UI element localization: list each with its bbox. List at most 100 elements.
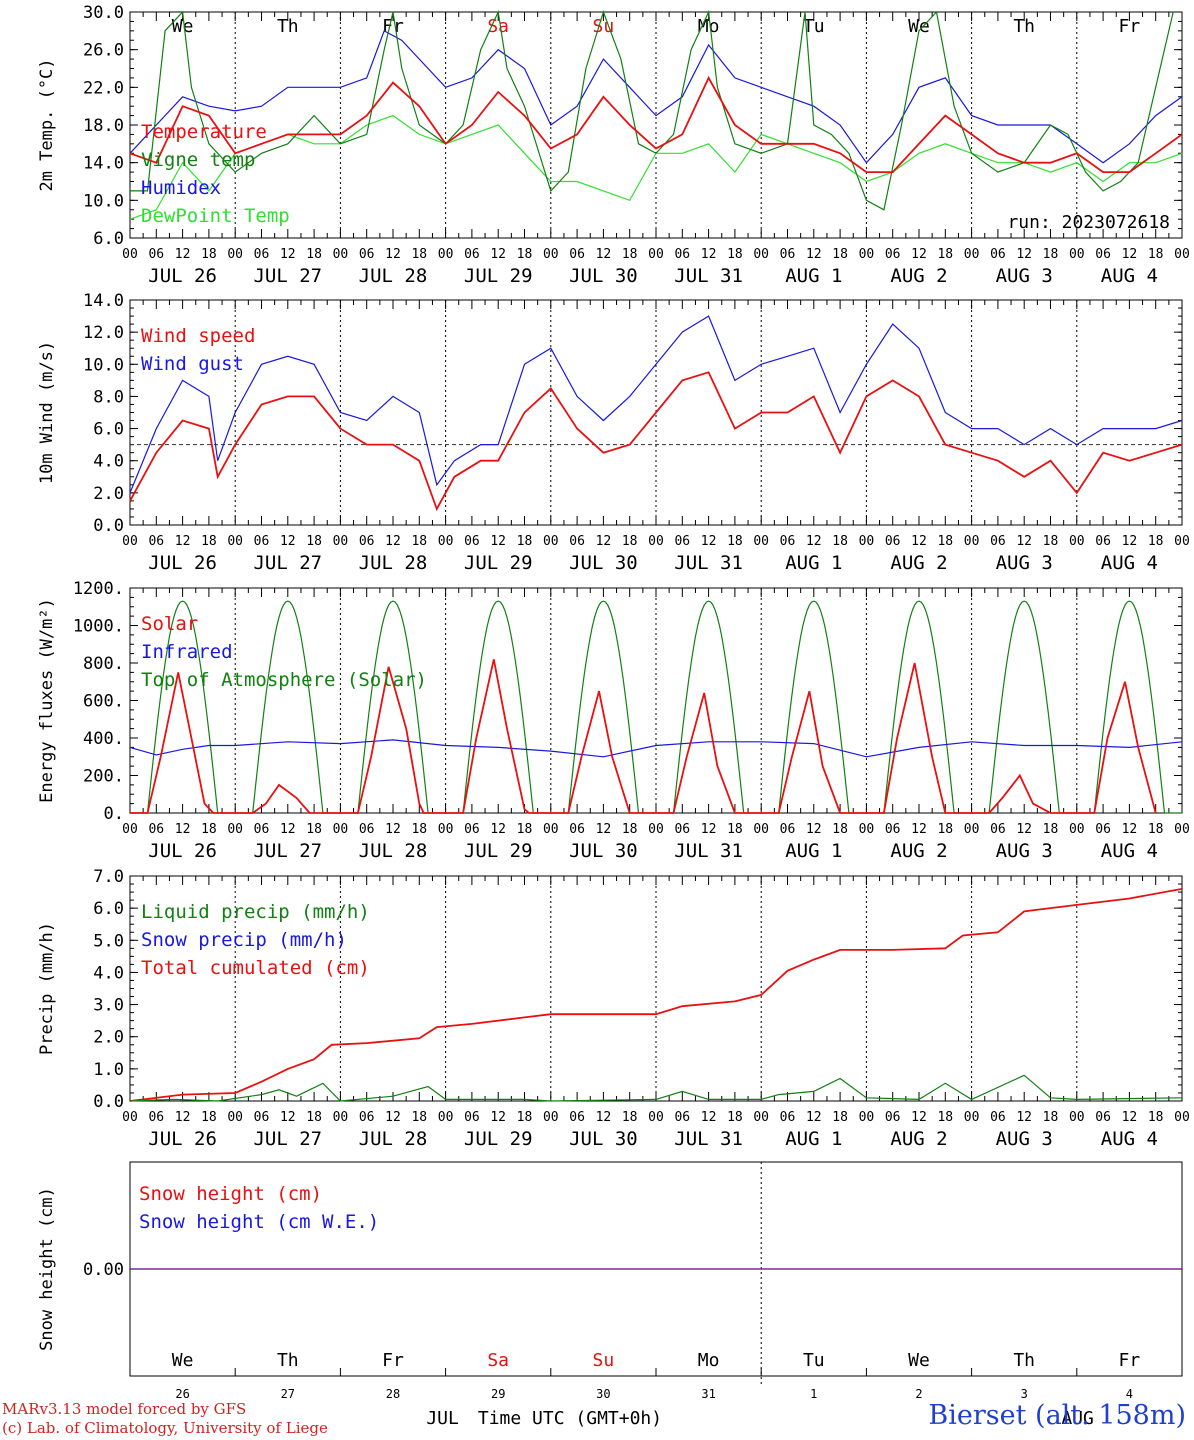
- hour-tick-label: 12: [1016, 247, 1032, 262]
- hour-tick-label: 12: [1016, 1110, 1032, 1125]
- hour-tick-label: 18: [937, 247, 953, 262]
- y-axis-label: 2m Temp. (°C): [37, 58, 57, 191]
- hour-tick-label: 12: [385, 534, 401, 549]
- hour-tick-label: 12: [280, 534, 296, 549]
- hour-tick-label: 00: [859, 247, 875, 262]
- hour-tick-label: 12: [175, 1110, 191, 1125]
- hour-tick-label: 12: [1122, 247, 1138, 262]
- hour-tick-label: 00: [1069, 534, 1085, 549]
- hour-tick-label: 12: [1122, 822, 1138, 837]
- hour-tick-label: 00: [964, 1110, 980, 1125]
- hour-tick-label: 06: [674, 247, 690, 262]
- y-tick-label: 0.0: [93, 1092, 124, 1112]
- y-tick-label: 3.0: [93, 996, 124, 1016]
- hour-tick-label: 12: [701, 247, 717, 262]
- hour-tick-label: 12: [806, 247, 822, 262]
- hour-tick-label: 00: [438, 822, 454, 837]
- date-label: JUL 27: [253, 552, 322, 574]
- legend-entry: Top of Atmosphere (Solar): [141, 669, 427, 691]
- date-label: JUL 28: [359, 552, 428, 574]
- day-name-label: Th: [1013, 1350, 1035, 1371]
- hour-tick-label: 18: [727, 1110, 743, 1125]
- hour-tick-label: 12: [701, 1110, 717, 1125]
- y-tick-label: 14.0: [83, 291, 124, 311]
- hour-tick-label: 00: [227, 534, 243, 549]
- date-label: JUL 26: [148, 1128, 217, 1150]
- date-label: JUL 29: [464, 1128, 533, 1150]
- footer-lab-line: (c) Lab. of Climatology, University of L…: [2, 1419, 328, 1437]
- hour-tick-label: 06: [148, 247, 164, 262]
- hour-tick-label: 12: [175, 534, 191, 549]
- hour-tick-label: 18: [306, 534, 322, 549]
- hour-tick-label: 00: [1069, 822, 1085, 837]
- panel-2: 0.0 2.0 4.0 6.0 8.0 10.0 12.0 14.0 10m Wind (m/s…: [37, 291, 1190, 574]
- hour-tick-label: 00: [648, 1110, 664, 1125]
- hour-tick-label: 06: [674, 822, 690, 837]
- hour-tick-label: 12: [385, 247, 401, 262]
- date-label: AUG 2: [890, 552, 947, 574]
- legend-entry: Snow precip (mm/h): [141, 929, 347, 951]
- date-label: JUL 28: [359, 265, 428, 287]
- y-tick-label: 6.0: [93, 229, 124, 249]
- hour-tick-label: 12: [385, 822, 401, 837]
- legend-entry: Snow height (cm W.E.): [139, 1211, 379, 1233]
- hour-tick-label: 18: [1148, 534, 1164, 549]
- hour-tick-label: 00: [438, 1110, 454, 1125]
- hour-tick-label: 06: [885, 1110, 901, 1125]
- hour-tick-label: 18: [411, 247, 427, 262]
- hour-tick-label: 18: [1043, 1110, 1059, 1125]
- hour-tick-label: 12: [911, 534, 927, 549]
- date-label: JUL 26: [148, 265, 217, 287]
- hour-tick-label: 06: [885, 534, 901, 549]
- hour-tick-label: 00: [964, 247, 980, 262]
- hour-tick-label: 00: [333, 822, 349, 837]
- day-number-label: 29: [491, 1387, 505, 1401]
- hour-tick-label: 00: [859, 534, 875, 549]
- hour-tick-label: 06: [569, 534, 585, 549]
- day-name-label: We: [908, 1350, 930, 1371]
- legend-entry: Infrared: [141, 641, 233, 663]
- hour-tick-label: 06: [359, 534, 375, 549]
- date-label: AUG 1: [785, 265, 842, 287]
- hour-tick-label: 06: [674, 534, 690, 549]
- hour-tick-label: 12: [490, 534, 506, 549]
- hour-tick-label: 18: [832, 247, 848, 262]
- hour-tick-label: 18: [517, 822, 533, 837]
- hour-tick-label: 06: [464, 1110, 480, 1125]
- footer-model-line: MARv3.13 model forced by GFS: [2, 1400, 247, 1418]
- hour-tick-label: 18: [1043, 247, 1059, 262]
- y-tick-label: 6.0: [93, 899, 124, 919]
- legend-entry: Total cumulated (cm): [141, 957, 370, 979]
- y-tick-label: 5.0: [93, 931, 124, 951]
- hour-tick-label: 18: [622, 534, 638, 549]
- hour-tick-label: 12: [1016, 822, 1032, 837]
- hour-tick-label: 00: [648, 822, 664, 837]
- panel-3: 0. 200. 400. 600. 800. 1000. 1200. Energy fluxe…: [37, 579, 1190, 862]
- day-name-label: Mo: [698, 1350, 720, 1371]
- hour-tick-label: 00: [1174, 247, 1190, 262]
- hour-tick-label: 12: [175, 247, 191, 262]
- hour-tick-label: 00: [122, 534, 138, 549]
- y-tick-label: 8.0: [93, 387, 124, 407]
- hour-tick-label: 06: [464, 822, 480, 837]
- hour-tick-label: 00: [1174, 822, 1190, 837]
- hour-tick-label: 06: [359, 1110, 375, 1125]
- legend-entry: Liquid precip (mm/h): [141, 901, 370, 923]
- hour-tick-label: 06: [254, 1110, 270, 1125]
- y-tick-label: 4.0: [93, 452, 124, 472]
- day-name-label: We: [908, 16, 930, 37]
- y-tick-label: 0.00: [83, 1260, 124, 1280]
- series-line: [129, 29, 1183, 164]
- y-axis-label: Precip (mm/h): [37, 922, 57, 1055]
- legend-entry: Wind speed: [141, 325, 255, 347]
- date-label: AUG 1: [785, 1128, 842, 1150]
- day-number-label: 31: [701, 1387, 715, 1401]
- day-name-label: Tu: [803, 16, 825, 37]
- hour-tick-label: 12: [385, 1110, 401, 1125]
- y-tick-label: 7.0: [93, 867, 124, 887]
- hour-tick-label: 00: [333, 247, 349, 262]
- legend-entry: Humidex: [141, 177, 221, 199]
- day-name-label: Fr: [382, 1350, 404, 1371]
- hour-tick-label: 12: [911, 822, 927, 837]
